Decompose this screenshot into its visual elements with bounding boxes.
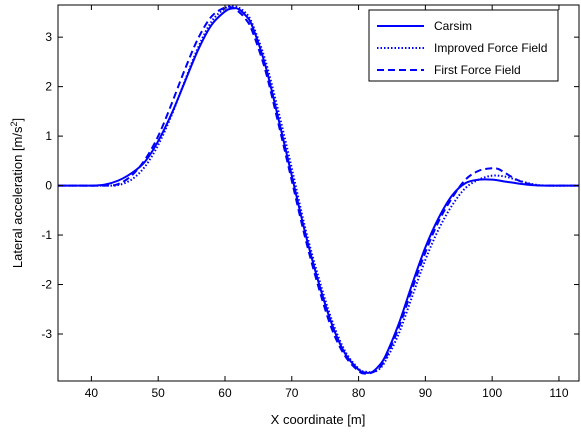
y-tick-label: 3: [45, 30, 52, 44]
x-axis: 40 50 60 70 80 90 100 110: [85, 5, 569, 400]
x-tick-label: 60: [218, 386, 232, 400]
plot-frame: [57, 4, 580, 382]
x-tick-label: 110: [549, 386, 568, 400]
y-axis-label-main: Lateral acceleration [m/s: [10, 126, 25, 268]
legend-label-improved-force-field: Improved Force Field: [434, 41, 547, 55]
y-tick-label: -2: [41, 278, 52, 292]
y-axis: -3 -2 -1 0 1 2 3: [41, 30, 579, 341]
x-tick-label: 80: [352, 386, 366, 400]
y-axis-label-end: ]: [10, 118, 25, 122]
x-tick-label: 50: [152, 386, 166, 400]
y-tick-label: 1: [45, 129, 52, 143]
legend: Carsim Improved Force Field First Force …: [368, 9, 559, 82]
y-tick-label: -3: [41, 327, 52, 341]
series-line-first-force-field: [57, 5, 580, 375]
legend-label-first-force-field: First Force Field: [434, 63, 521, 77]
series-layer: [57, 5, 580, 375]
y-tick-label: -1: [41, 228, 52, 242]
x-axis-label: X coordinate [m]: [271, 412, 366, 427]
x-tick-label: 100: [482, 386, 502, 400]
x-tick-label: 90: [419, 386, 433, 400]
y-axis-label: Lateral acceleration [m/s2]: [9, 118, 25, 268]
y-tick-label: 2: [45, 80, 52, 94]
x-tick-label: 70: [285, 386, 299, 400]
x-tick-label: 40: [85, 386, 99, 400]
series-line-improved-force-field: [57, 5, 580, 374]
y-tick-label: 0: [45, 179, 52, 193]
legend-label-carsim: Carsim: [434, 19, 472, 33]
y-axis-label-superscript: 2: [9, 121, 19, 126]
